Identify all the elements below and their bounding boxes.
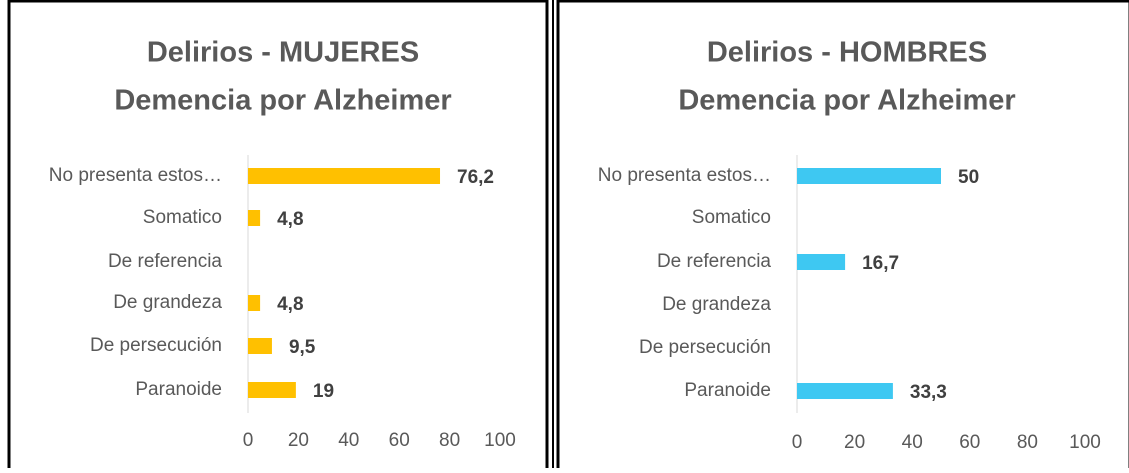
chart-title: Delirios - HOMBRES	[707, 37, 987, 69]
y-tick-label: De persecución	[90, 335, 222, 356]
x-tick-label: 0	[243, 430, 254, 451]
x-tick-label: 40	[902, 432, 923, 453]
data-label: 50	[958, 167, 979, 188]
y-tick-label: Paranoide	[135, 379, 222, 400]
data-label: 9,5	[289, 337, 316, 358]
x-tick-label: 40	[338, 430, 359, 451]
bar	[248, 382, 296, 398]
x-tick-label: 100	[1069, 432, 1101, 453]
y-tick-label: No presenta estos…	[598, 165, 771, 186]
y-tick-label: No presenta estos…	[49, 165, 222, 186]
y-tick-label: De grandeza	[113, 292, 222, 313]
bar	[248, 338, 272, 354]
x-tick-label: 20	[844, 432, 865, 453]
y-tick-label: Paranoide	[684, 380, 771, 401]
y-tick-label: Somatico	[692, 207, 771, 228]
chart-title: Demencia por Alzheimer	[678, 85, 1015, 117]
bar	[797, 254, 846, 270]
data-label: 19	[313, 381, 334, 402]
y-tick-label: Somatico	[143, 207, 222, 228]
x-tick-label: 60	[389, 430, 410, 451]
y-tick-label: De referencia	[108, 251, 222, 272]
data-label: 4,8	[277, 209, 303, 230]
chart-title: Demencia por Alzheimer	[114, 85, 451, 117]
y-tick-label: De persecución	[639, 337, 771, 358]
x-tick-label: 20	[288, 430, 309, 451]
bar	[797, 168, 941, 184]
x-tick-label: 80	[439, 430, 460, 451]
x-tick-label: 0	[792, 432, 803, 453]
bar	[248, 210, 261, 226]
x-tick-label: 100	[484, 430, 516, 451]
x-tick-label: 60	[959, 432, 980, 453]
chart-title: Delirios - MUJERES	[147, 37, 419, 69]
bar	[248, 168, 441, 184]
y-tick-label: De grandeza	[662, 294, 771, 315]
bar	[797, 383, 893, 399]
x-tick-label: 80	[1017, 432, 1038, 453]
data-label: 76,2	[457, 167, 494, 188]
data-label: 16,7	[862, 253, 899, 274]
bar	[248, 295, 261, 311]
data-label: 4,8	[277, 294, 303, 315]
y-tick-label: De referencia	[657, 251, 771, 272]
data-label: 33,3	[910, 382, 947, 403]
